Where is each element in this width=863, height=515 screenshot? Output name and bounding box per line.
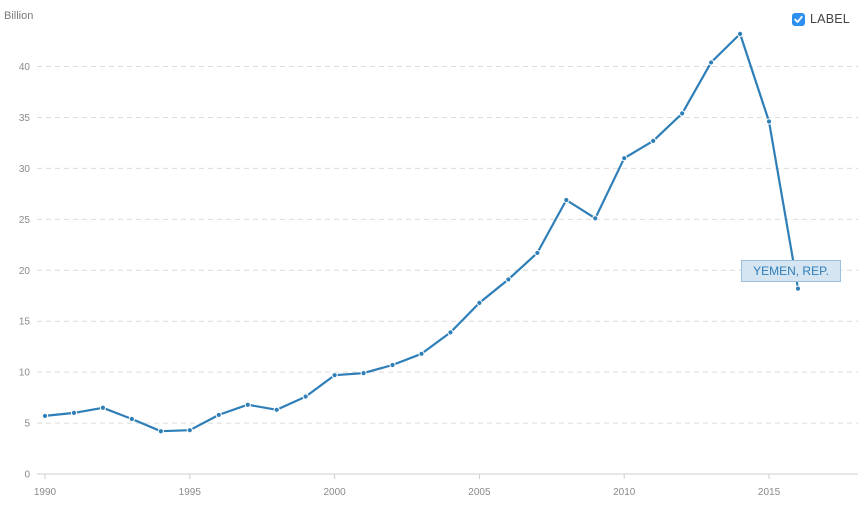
data-point <box>794 285 802 292</box>
series-line-0 <box>44 32 800 433</box>
y-tick-label: 25 <box>19 215 31 226</box>
data-point <box>563 196 570 204</box>
data-point <box>679 110 686 117</box>
x-tick-label: 1995 <box>179 487 202 498</box>
x-tick-label: 2015 <box>758 487 781 498</box>
data-point <box>389 361 396 369</box>
data-point <box>70 409 78 416</box>
series-layer <box>41 30 802 435</box>
data-point <box>273 406 280 413</box>
gridlines <box>37 66 858 424</box>
data-point <box>621 155 628 162</box>
series-label-yemen: YEMEN, REP. <box>741 260 841 282</box>
data-point <box>736 30 744 38</box>
data-point <box>765 118 773 125</box>
legend-toggle[interactable]: LABEL <box>792 12 850 26</box>
data-point <box>215 411 222 419</box>
y-axis-unit-label: Billion <box>4 10 33 22</box>
data-point <box>418 350 425 357</box>
data-point <box>302 393 309 400</box>
y-tick-label: 0 <box>24 470 30 481</box>
y-tick-label: 5 <box>24 419 30 430</box>
x-tick-label: 2010 <box>613 487 636 498</box>
x-axis-ticks: 1990 1995 2000 2005 2010 2015 <box>34 474 781 498</box>
data-point <box>128 415 135 423</box>
data-point <box>157 428 164 435</box>
data-point <box>592 215 599 222</box>
data-point <box>447 329 454 336</box>
data-point <box>244 401 251 408</box>
y-tick-label: 15 <box>19 317 31 328</box>
y-tick-label: 40 <box>19 62 31 73</box>
data-point <box>534 249 541 257</box>
data-point <box>476 299 483 306</box>
data-point <box>186 427 193 434</box>
data-point <box>99 404 107 411</box>
x-tick-label: 2000 <box>323 487 346 498</box>
y-axis-ticks: 0 5 10 15 20 25 30 35 40 <box>19 62 31 481</box>
data-point <box>505 276 512 283</box>
x-tick-label: 2005 <box>468 487 491 498</box>
data-point <box>650 137 657 144</box>
data-point <box>331 372 338 379</box>
checkmark-icon <box>794 15 803 23</box>
data-point <box>41 412 49 420</box>
y-tick-label: 35 <box>19 113 31 124</box>
legend-label: LABEL <box>810 12 850 26</box>
y-tick-label: 20 <box>19 266 31 277</box>
data-point <box>360 370 367 377</box>
y-tick-label: 10 <box>19 368 31 379</box>
legend-checkbox[interactable] <box>792 12 805 26</box>
x-tick-label: 1990 <box>34 487 57 498</box>
y-tick-label: 30 <box>19 164 31 175</box>
data-point <box>708 59 715 66</box>
